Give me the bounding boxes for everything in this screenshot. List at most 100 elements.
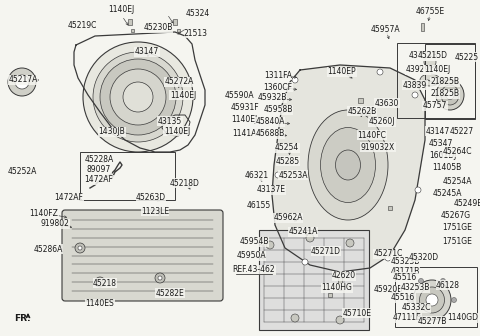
Text: 45958B: 45958B [264,106,293,115]
Text: 45950A: 45950A [236,252,266,260]
Text: 1123LE: 1123LE [141,207,169,215]
Bar [131,29,134,32]
Text: 1140HG: 1140HG [322,284,352,293]
Text: 1140EJ: 1140EJ [424,66,450,75]
Text: REF.43-462: REF.43-462 [233,265,276,275]
Text: 45347: 45347 [429,138,453,148]
Text: 43630: 43630 [375,98,399,108]
Text: 45757: 45757 [423,101,447,111]
Text: 919032X: 919032X [361,142,395,152]
Circle shape [8,68,36,96]
Text: 45264C: 45264C [442,148,472,157]
Text: 45324: 45324 [186,9,210,18]
Bar [366,111,370,115]
Ellipse shape [110,69,166,125]
Bar [328,293,332,297]
Text: 45218: 45218 [93,279,117,288]
Bar [259,230,369,330]
Bar [388,206,392,210]
Circle shape [292,77,298,83]
Circle shape [266,241,274,249]
Text: 1472AF: 1472AF [84,175,113,184]
Text: 47111E: 47111E [393,313,421,323]
Ellipse shape [93,52,183,142]
Bar [62,210,223,301]
Text: 45954B: 45954B [239,238,269,247]
Text: 45262B: 45262B [348,107,377,116]
Text: 45710E: 45710E [343,308,372,318]
Circle shape [377,69,383,75]
Text: 1360CF: 1360CF [264,83,292,91]
Text: 45230B: 45230B [144,24,173,33]
Text: 45271D: 45271D [311,247,341,255]
Text: 1141AA: 1141AA [232,128,262,137]
Text: 1140ES: 1140ES [85,299,114,308]
Text: 45217A: 45217A [8,76,38,84]
Polygon shape [272,65,425,272]
Text: 1140EJ: 1140EJ [164,126,190,135]
Circle shape [98,280,102,284]
Text: 45277B: 45277B [417,317,447,326]
Bar [80,152,175,200]
Circle shape [419,279,423,284]
Ellipse shape [420,74,440,86]
Text: 46155: 46155 [247,202,271,210]
Text: 45932B: 45932B [257,93,287,102]
Text: 43714B: 43714B [408,51,438,60]
Circle shape [346,239,354,247]
Ellipse shape [100,59,176,135]
Text: 45218D: 45218D [170,178,200,187]
Text: 45225: 45225 [455,52,479,61]
Bar [395,267,477,327]
Text: 1140FC: 1140FC [358,130,386,139]
Text: 46321: 46321 [245,171,269,180]
Circle shape [336,316,344,324]
Circle shape [78,246,82,250]
Circle shape [155,273,165,283]
Text: 43929: 43929 [406,66,430,75]
Circle shape [279,107,285,113]
Text: 919802: 919802 [41,219,70,228]
Ellipse shape [308,110,388,220]
Text: 45263D: 45263D [136,194,166,203]
Bar [177,29,180,32]
Text: 45252A: 45252A [7,168,36,176]
Text: 45254A: 45254A [442,176,472,185]
Text: 45320D: 45320D [409,252,439,261]
Text: 46128: 46128 [436,281,460,290]
Circle shape [424,56,436,68]
Text: 45516: 45516 [391,294,415,302]
Text: 45260J: 45260J [369,118,395,126]
Text: 43135: 43135 [158,117,182,126]
Text: FR.: FR. [14,314,31,323]
Text: 45957A: 45957A [370,26,400,35]
Bar [425,44,475,119]
Circle shape [306,234,314,242]
Text: 45323B: 45323B [390,257,420,266]
Circle shape [452,297,456,302]
Ellipse shape [446,90,454,99]
Text: 89097: 89097 [87,166,111,174]
Text: 45245A: 45245A [432,188,462,198]
Text: 45840A: 45840A [255,118,285,126]
Bar [173,19,177,25]
Circle shape [412,92,418,98]
Bar [338,277,342,283]
Ellipse shape [420,287,444,313]
Circle shape [291,314,299,322]
Text: 11405B: 11405B [432,163,462,171]
Ellipse shape [83,42,193,152]
Circle shape [419,317,423,322]
Bar [421,23,424,31]
Text: 1140FZ: 1140FZ [30,209,59,217]
Circle shape [275,172,281,178]
Text: 1140EJ: 1140EJ [108,5,134,14]
Text: 45332C: 45332C [401,303,431,312]
Bar [397,43,475,118]
Text: 45254: 45254 [275,143,299,153]
Circle shape [158,276,162,280]
Circle shape [302,259,308,265]
Text: 43137E: 43137E [256,185,286,195]
Text: 45285: 45285 [276,157,300,166]
Ellipse shape [441,85,459,105]
